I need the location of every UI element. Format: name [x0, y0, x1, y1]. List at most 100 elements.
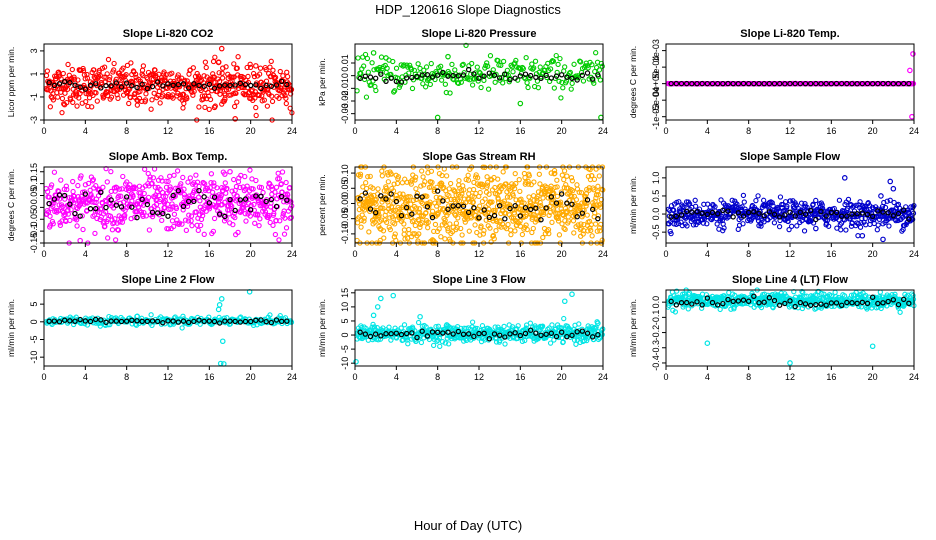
mean-point — [82, 86, 89, 92]
data-point — [60, 70, 66, 77]
x-tick-label: 12 — [474, 372, 484, 382]
data-point — [519, 231, 526, 238]
data-point — [427, 199, 433, 205]
mean-point — [864, 80, 871, 87]
data-point — [468, 71, 474, 77]
data-point — [438, 63, 444, 69]
mean-point — [357, 75, 363, 82]
data-point — [560, 85, 566, 91]
data-point — [570, 218, 577, 224]
mean-point — [160, 83, 166, 89]
data-series — [43, 288, 295, 367]
data-point — [459, 191, 465, 197]
data-point — [107, 74, 113, 80]
data-point — [692, 197, 698, 203]
mean-point — [419, 72, 425, 78]
data-point — [126, 188, 132, 194]
mean-point — [144, 85, 151, 92]
mean-point — [782, 81, 788, 87]
x-tick-label: 12 — [163, 249, 173, 259]
data-point — [523, 54, 529, 61]
data-point — [379, 168, 385, 174]
mean-point — [191, 198, 197, 205]
data-point — [422, 84, 429, 90]
data-point — [843, 227, 849, 233]
mean-point — [51, 196, 58, 202]
outlier-point — [598, 114, 604, 121]
data-point — [252, 89, 258, 95]
mean-point — [673, 80, 680, 87]
data-point — [214, 185, 220, 191]
mean-point — [154, 79, 161, 85]
mean-point — [175, 188, 182, 194]
x-tick-label: 24 — [598, 372, 608, 382]
data-point — [356, 206, 363, 213]
data-point — [474, 64, 480, 70]
data-point — [447, 90, 453, 96]
x-tick-label: 8 — [124, 126, 129, 136]
data-point — [91, 199, 97, 206]
data-point — [365, 69, 371, 75]
data-point — [74, 103, 80, 109]
data-point — [465, 172, 471, 178]
data-point — [493, 228, 499, 234]
x-tick-label: 8 — [124, 249, 129, 259]
data-point — [363, 94, 370, 100]
data-point — [80, 226, 86, 233]
data-point — [415, 319, 422, 326]
outlier-point — [887, 178, 894, 185]
data-point — [167, 173, 173, 179]
data-point — [229, 203, 235, 209]
x-tick-label: 8 — [435, 126, 440, 136]
data-point — [50, 97, 57, 103]
data-point — [412, 177, 418, 183]
data-point — [410, 231, 416, 237]
data-point — [357, 173, 363, 179]
data-point — [94, 98, 100, 104]
data-point — [253, 177, 259, 184]
data-point — [526, 194, 532, 200]
data-point — [429, 179, 435, 185]
data-point — [406, 70, 412, 76]
mean-point — [869, 80, 876, 87]
data-point — [838, 227, 844, 233]
data-point — [88, 191, 94, 198]
x-tick-label: 20 — [868, 126, 878, 136]
data-point — [159, 189, 166, 196]
mean-point — [403, 75, 410, 81]
data-point — [250, 186, 256, 192]
x-tick-label: 24 — [909, 249, 919, 259]
data-point — [62, 90, 68, 96]
x-tick-label: 24 — [287, 372, 297, 382]
x-tick-label: 8 — [124, 372, 129, 382]
data-point — [788, 223, 795, 229]
data-point — [428, 60, 434, 67]
data-point — [527, 75, 533, 81]
plot-frame — [43, 289, 293, 367]
data-point — [209, 189, 216, 195]
x-tick-label: 24 — [598, 126, 608, 136]
data-point — [63, 183, 69, 189]
plot-frame — [354, 43, 604, 121]
data-point — [256, 71, 263, 77]
data-point — [522, 174, 528, 181]
data-point — [461, 187, 467, 193]
mean-point — [455, 73, 462, 79]
data-point — [156, 88, 162, 95]
x-tick-label: 0 — [41, 372, 46, 382]
data-point — [390, 207, 396, 213]
data-point — [512, 60, 518, 66]
mean-point — [67, 201, 73, 207]
data-point — [527, 320, 534, 326]
y-tick-label: 1.0 — [651, 172, 661, 185]
data-point — [122, 73, 128, 79]
data-point — [466, 228, 472, 234]
mean-point — [481, 73, 487, 79]
data-point — [554, 177, 560, 183]
data-point — [65, 211, 71, 217]
outlier-point — [390, 292, 397, 299]
data-point — [177, 92, 184, 98]
data-point — [247, 61, 253, 67]
data-point — [251, 73, 258, 80]
outlier-point — [232, 116, 238, 122]
